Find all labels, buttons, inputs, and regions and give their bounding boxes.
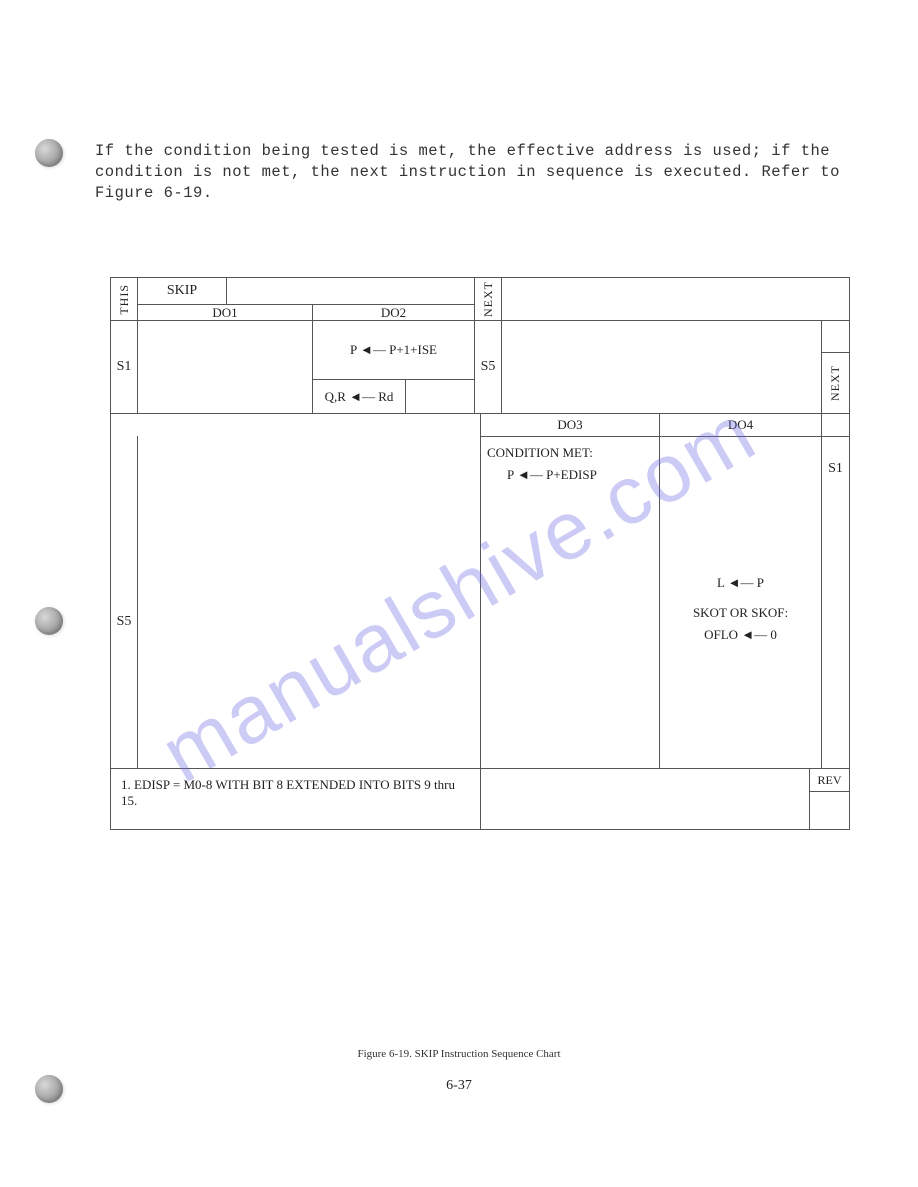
do4-body: L ◄— P SKOT OR SKOF: OFLO ◄— 0 bbox=[659, 436, 822, 769]
footer-mid bbox=[480, 768, 810, 830]
s1-right-blank bbox=[501, 320, 822, 414]
do3-line1: CONDITION MET: bbox=[487, 445, 593, 461]
next-label-2: NEXT bbox=[821, 352, 850, 414]
s5-left-blank bbox=[110, 413, 481, 437]
s1-do2-bottom-blank bbox=[405, 379, 475, 414]
next-label-1: NEXT bbox=[474, 277, 502, 321]
s5-next-state: S5 bbox=[474, 320, 502, 414]
page-number: 6-37 bbox=[0, 1078, 918, 1094]
do4-line1: L ◄— P bbox=[717, 575, 764, 591]
do1-header: DO1 bbox=[137, 304, 313, 321]
s1-state: S1 bbox=[110, 320, 138, 414]
sequence-chart: THIS SKIP DO1 DO2 NEXT S1 P ◄— P+1+ISE Q… bbox=[110, 277, 850, 830]
do3-line2: P ◄— P+EDISP bbox=[487, 467, 597, 483]
body-paragraph: If the condition being tested is met, th… bbox=[95, 141, 870, 204]
punch-hole bbox=[35, 607, 63, 635]
do2-header: DO2 bbox=[312, 304, 475, 321]
header-blank-1 bbox=[226, 277, 475, 305]
do4-header: DO4 bbox=[659, 413, 822, 437]
footer-note: 1. EDISP = M0-8 WITH BIT 8 EXTENDED INTO… bbox=[110, 768, 481, 830]
s1-far-right-top bbox=[821, 320, 850, 353]
do4-line2: SKOT OR SKOF: bbox=[693, 605, 788, 621]
figure-caption: Figure 6-19. SKIP Instruction Sequence C… bbox=[0, 1048, 918, 1060]
do3-header: DO3 bbox=[480, 413, 660, 437]
punch-hole bbox=[35, 139, 63, 167]
footer-rev-below bbox=[809, 791, 850, 830]
footer-rev: REV bbox=[809, 768, 850, 792]
s5-right-header-blank bbox=[821, 413, 850, 437]
s1-right-state: S1 bbox=[821, 436, 850, 769]
s5-state: S5 bbox=[110, 436, 138, 769]
s1-do1 bbox=[137, 320, 313, 414]
s1-do2-top: P ◄— P+1+ISE bbox=[312, 320, 475, 380]
s5-body-left bbox=[137, 436, 481, 769]
do3-body: CONDITION MET: P ◄— P+EDISP bbox=[480, 436, 660, 769]
this-label: THIS bbox=[110, 277, 138, 321]
skip-label: SKIP bbox=[137, 277, 227, 305]
header-right-edge bbox=[849, 277, 850, 321]
do4-line3: OFLO ◄— 0 bbox=[704, 627, 777, 643]
header-blank-2 bbox=[501, 277, 850, 321]
s1-do2-bottom: Q,R ◄— Rd bbox=[312, 379, 406, 414]
